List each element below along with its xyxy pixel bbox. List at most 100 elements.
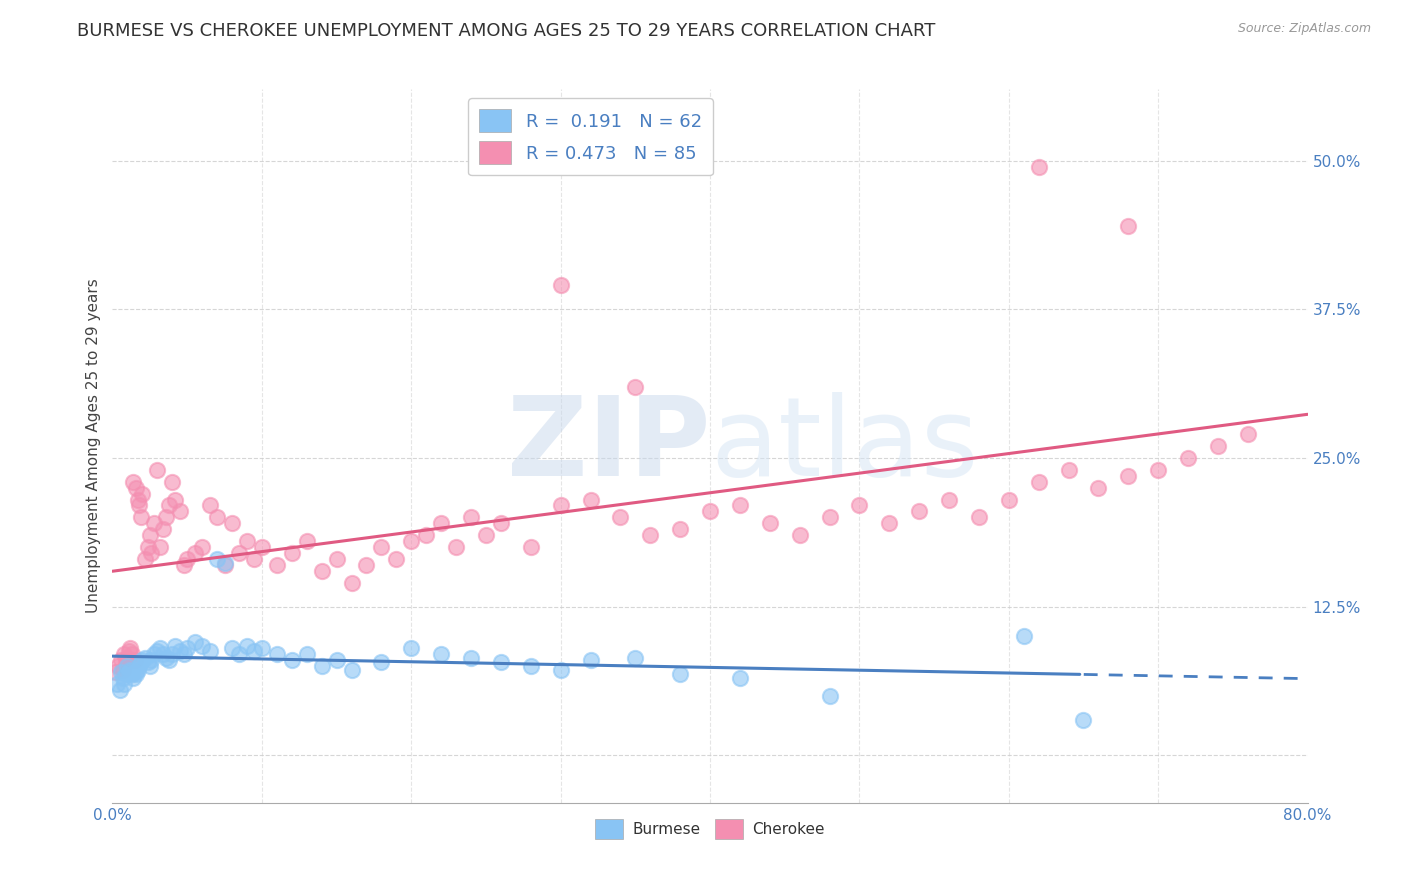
Point: [579, 653, 602, 667]
Point: [818, 689, 841, 703]
Point: [173, 558, 195, 572]
Point: [146, 643, 169, 657]
Point: [1012, 629, 1035, 643]
Point: [1028, 475, 1050, 489]
Point: [176, 641, 198, 656]
Point: [266, 558, 288, 572]
Point: [848, 499, 870, 513]
Point: [134, 650, 156, 665]
Point: [1177, 450, 1199, 465]
Point: [110, 665, 132, 679]
Point: [183, 546, 205, 560]
Point: [938, 492, 960, 507]
Point: [149, 641, 172, 656]
Point: [176, 552, 198, 566]
Point: [789, 528, 811, 542]
Point: [624, 379, 647, 393]
Point: [143, 647, 166, 661]
Point: [669, 522, 692, 536]
Point: [295, 534, 318, 549]
Point: [111, 671, 134, 685]
Point: [669, 667, 692, 681]
Point: [149, 540, 172, 554]
Point: [105, 677, 128, 691]
Point: [118, 665, 141, 679]
Point: [1118, 468, 1140, 483]
Point: [114, 647, 135, 661]
Point: [118, 643, 141, 657]
Point: [129, 656, 152, 670]
Point: [340, 575, 363, 590]
Point: [127, 663, 149, 677]
Text: Source: ZipAtlas.com: Source: ZipAtlas.com: [1237, 22, 1371, 36]
Point: [157, 653, 180, 667]
Point: [236, 534, 259, 549]
Point: [110, 653, 132, 667]
Point: [165, 639, 187, 653]
Point: [162, 475, 183, 489]
Point: [155, 510, 177, 524]
Point: [128, 659, 150, 673]
Point: [1147, 463, 1170, 477]
Point: [520, 540, 543, 554]
Point: [152, 522, 174, 536]
Point: [401, 534, 423, 549]
Point: [1118, 219, 1140, 233]
Point: [221, 641, 243, 656]
Point: [967, 510, 990, 524]
Text: atlas: atlas: [710, 392, 979, 500]
Point: [121, 647, 143, 661]
Point: [250, 540, 273, 554]
Point: [236, 639, 259, 653]
Point: [460, 650, 482, 665]
Point: [169, 504, 191, 518]
Point: [430, 647, 453, 661]
Point: [131, 653, 153, 667]
Point: [908, 504, 931, 518]
Point: [401, 641, 423, 656]
Point: [550, 499, 572, 513]
Point: [129, 510, 152, 524]
Point: [107, 659, 129, 673]
Point: [1057, 463, 1080, 477]
Point: [1028, 160, 1050, 174]
Point: [370, 540, 392, 554]
Point: [228, 546, 250, 560]
Point: [114, 677, 135, 691]
Point: [221, 516, 243, 531]
Point: [609, 510, 631, 524]
Point: [444, 540, 467, 554]
Point: [1237, 427, 1260, 442]
Point: [138, 540, 160, 554]
Point: [111, 663, 134, 677]
Point: [127, 492, 149, 507]
Point: [340, 663, 363, 677]
Point: [205, 510, 228, 524]
Point: [120, 663, 142, 677]
Point: [183, 635, 205, 649]
Text: BURMESE VS CHEROKEE UNEMPLOYMENT AMONG AGES 25 TO 29 YEARS CORRELATION CHART: BURMESE VS CHEROKEE UNEMPLOYMENT AMONG A…: [77, 22, 936, 40]
Text: ZIP: ZIP: [506, 392, 710, 500]
Point: [108, 682, 131, 697]
Point: [550, 663, 572, 677]
Point: [998, 492, 1021, 507]
Point: [1206, 439, 1229, 453]
Point: [475, 528, 498, 542]
Point: [152, 647, 174, 661]
Point: [489, 656, 512, 670]
Point: [243, 552, 266, 566]
Point: [198, 643, 221, 657]
Point: [214, 558, 236, 572]
Point: [125, 481, 148, 495]
Point: [325, 653, 347, 667]
Point: [370, 656, 392, 670]
Point: [879, 516, 901, 531]
Point: [124, 665, 146, 679]
Point: [138, 656, 160, 670]
Point: [122, 671, 145, 685]
Point: [818, 510, 841, 524]
Point: [191, 639, 214, 653]
Point: [640, 528, 662, 542]
Point: [728, 499, 751, 513]
Point: [198, 499, 221, 513]
